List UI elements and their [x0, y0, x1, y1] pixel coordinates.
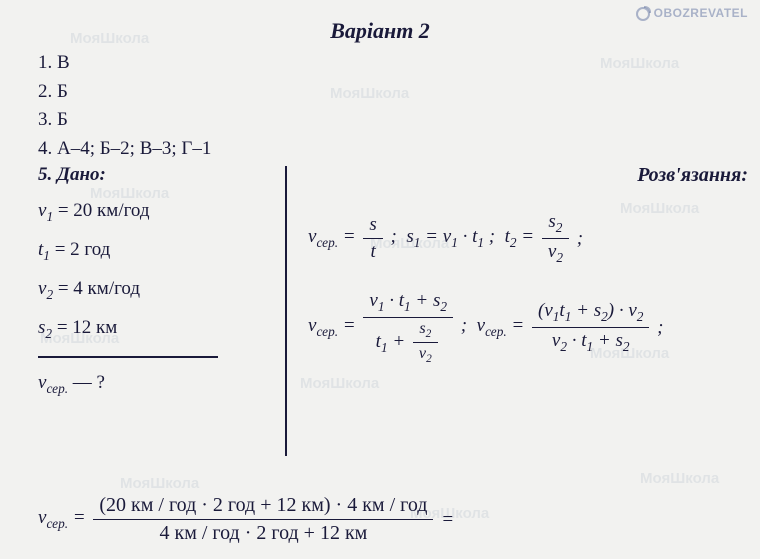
answers-list: 1. В 2. Б 3. Б 4. А–4; Б–2; В–3; Г–1	[38, 50, 722, 162]
answer-row: 3. Б	[38, 107, 722, 134]
logo-watermark: OBOZREVATEL	[636, 6, 748, 21]
final-equation: vсер. = (20 км / год · 2 год + 12 км) · …	[38, 494, 454, 545]
vertical-divider	[285, 166, 287, 456]
problem-5: 5. Дано: v1 = 20 км/год t1 = 2 год v2 = …	[38, 164, 722, 410]
equation-row-2: vсер. = v1 · t1 + s2 t1 + s2v2 ; vсер. =…	[308, 290, 758, 365]
equation-row-1: vсер. = st ; s1 = v1 · t1 ; t2 = s2 v2 ;	[308, 211, 758, 266]
answer-row: 4. А–4; Б–2; В–3; Г–1	[38, 136, 722, 163]
given-block: 5. Дано: v1 = 20 км/год t1 = 2 год v2 = …	[38, 164, 243, 410]
page-title: Варіант 2	[38, 18, 722, 44]
answer-row: 2. Б	[38, 79, 722, 106]
answer-row: 1. В	[38, 50, 722, 77]
solution-block: Розв'язання: vсер. = st ; s1 = v1 · t1 ;…	[308, 164, 758, 389]
